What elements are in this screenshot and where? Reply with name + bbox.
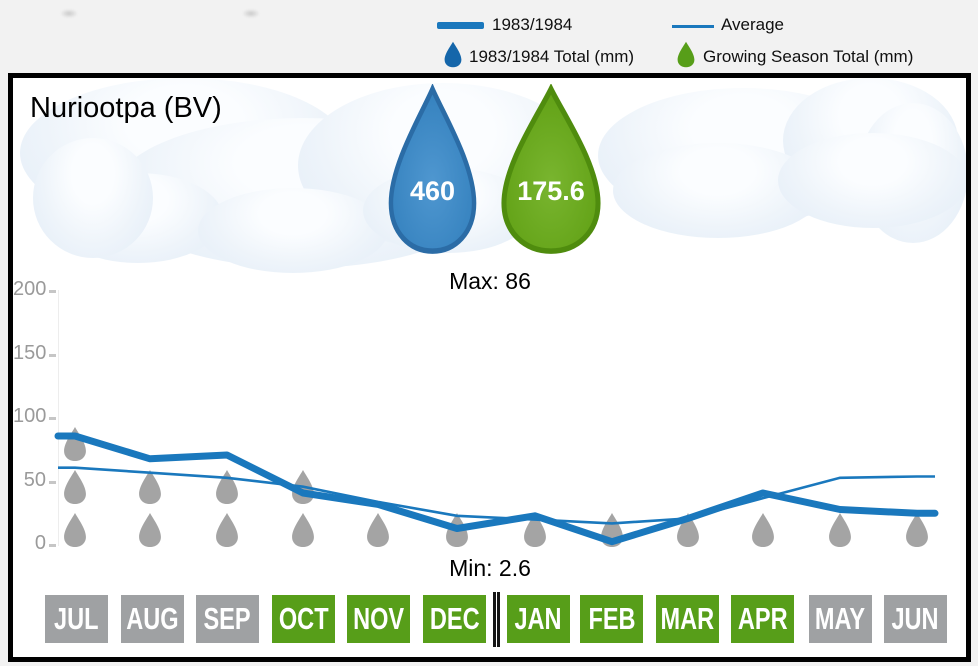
series-line-swatch[interactable] <box>437 22 484 29</box>
rain-droplet <box>216 513 238 547</box>
growing-total-droplet-icon <box>677 41 695 68</box>
month-toggle-nov[interactable]: NOV <box>347 595 410 643</box>
rain-droplet <box>139 470 161 504</box>
month-toggle-oct[interactable]: OCT <box>272 595 335 643</box>
season-total-value: 460 <box>409 176 456 206</box>
month-toggle-dec[interactable]: DEC <box>423 595 486 643</box>
screen-artifact <box>60 9 78 18</box>
month-label: JUN <box>891 601 940 636</box>
legend-label-growing-total[interactable]: Growing Season Total (mm) <box>703 47 914 66</box>
chart-legend: 1983/1984 Average 1983/1984 Total (mm) G… <box>0 0 978 73</box>
y-tick-label: 0 <box>34 532 46 554</box>
rain-droplet <box>829 513 851 547</box>
month-toggle-sep[interactable]: SEP <box>196 595 259 643</box>
month-label: FEB <box>587 601 636 636</box>
y-tick-label: 50 <box>23 468 46 491</box>
growing-season-total-droplet <box>501 84 601 254</box>
chart-area: Nuriootpa (BV) 460 175.6 Max: 86 <box>8 73 971 662</box>
month-toggle-may[interactable]: MAY <box>809 595 872 643</box>
y-tick <box>49 353 56 357</box>
y-tick <box>49 480 56 484</box>
y-tick-label: 200 <box>13 278 47 301</box>
rain-droplet <box>906 513 928 547</box>
year-divider <box>493 592 500 647</box>
month-toggle-jan[interactable]: JAN <box>507 595 570 643</box>
series-line-1983-1984 <box>54 432 939 546</box>
min-value-label: Min: 2.6 <box>449 555 531 581</box>
rain-droplet <box>64 427 86 461</box>
screen-artifact <box>242 9 260 18</box>
month-toggle-jun[interactable]: JUN <box>884 595 947 643</box>
legend-label-average[interactable]: Average <box>721 15 785 34</box>
legend-label-season-total[interactable]: 1983/1984 Total (mm) <box>469 47 635 66</box>
month-label: AUG <box>126 601 179 636</box>
month-label: APR <box>737 601 788 636</box>
cloud-puff <box>33 138 153 258</box>
average-line <box>58 466 935 525</box>
month-label: MAY <box>815 601 866 636</box>
season-total-droplet <box>388 84 477 254</box>
rain-droplet <box>292 513 314 547</box>
cloud-puff <box>198 188 388 273</box>
month-label: JAN <box>514 601 563 636</box>
y-tick-label: 150 <box>13 341 47 364</box>
month-toggle-mar[interactable]: MAR <box>656 595 719 643</box>
y-tick <box>49 290 56 294</box>
rain-droplet <box>64 470 86 504</box>
month-bar: JUL AUG SEP OCT NOV DEC JAN FEB MAR APR MAY JUN <box>13 595 966 643</box>
growing-total-value: 175.6 <box>517 176 585 206</box>
y-axis-line <box>58 290 59 546</box>
rain-droplet <box>64 513 86 547</box>
rain-droplet <box>139 513 161 547</box>
plot-canvas <box>54 427 939 547</box>
legend-label-series[interactable]: 1983/1984 <box>492 15 573 34</box>
droplet-shape <box>388 84 477 254</box>
droplet-shape <box>501 84 601 254</box>
rain-droplet <box>677 513 699 547</box>
month-label: OCT <box>278 601 329 636</box>
rain-droplet <box>216 470 238 504</box>
season-total-droplet-icon <box>444 41 462 68</box>
cloud-puff <box>778 133 966 228</box>
month-toggle-aug[interactable]: AUG <box>121 595 184 643</box>
month-label: MAR <box>660 601 715 636</box>
rain-droplet <box>752 513 774 547</box>
rain-droplet <box>524 513 546 547</box>
month-label: NOV <box>352 601 405 636</box>
month-toggle-jul[interactable]: JUL <box>45 595 108 643</box>
y-tick <box>49 417 56 421</box>
max-value-label: Max: 86 <box>449 268 531 294</box>
month-label: SEP <box>203 601 252 636</box>
page-title: Nuriootpa (BV) <box>30 92 222 124</box>
month-label: DEC <box>429 601 480 636</box>
month-label: JUL <box>54 601 99 636</box>
y-tick <box>49 544 56 547</box>
droplet-icon <box>677 41 695 68</box>
droplet-icon <box>444 41 462 68</box>
month-toggle-apr[interactable]: APR <box>731 595 794 643</box>
y-tick-label: 100 <box>13 405 47 428</box>
average-line-swatch[interactable] <box>672 25 714 28</box>
month-toggle-feb[interactable]: FEB <box>580 595 643 643</box>
rain-droplet <box>367 513 389 547</box>
